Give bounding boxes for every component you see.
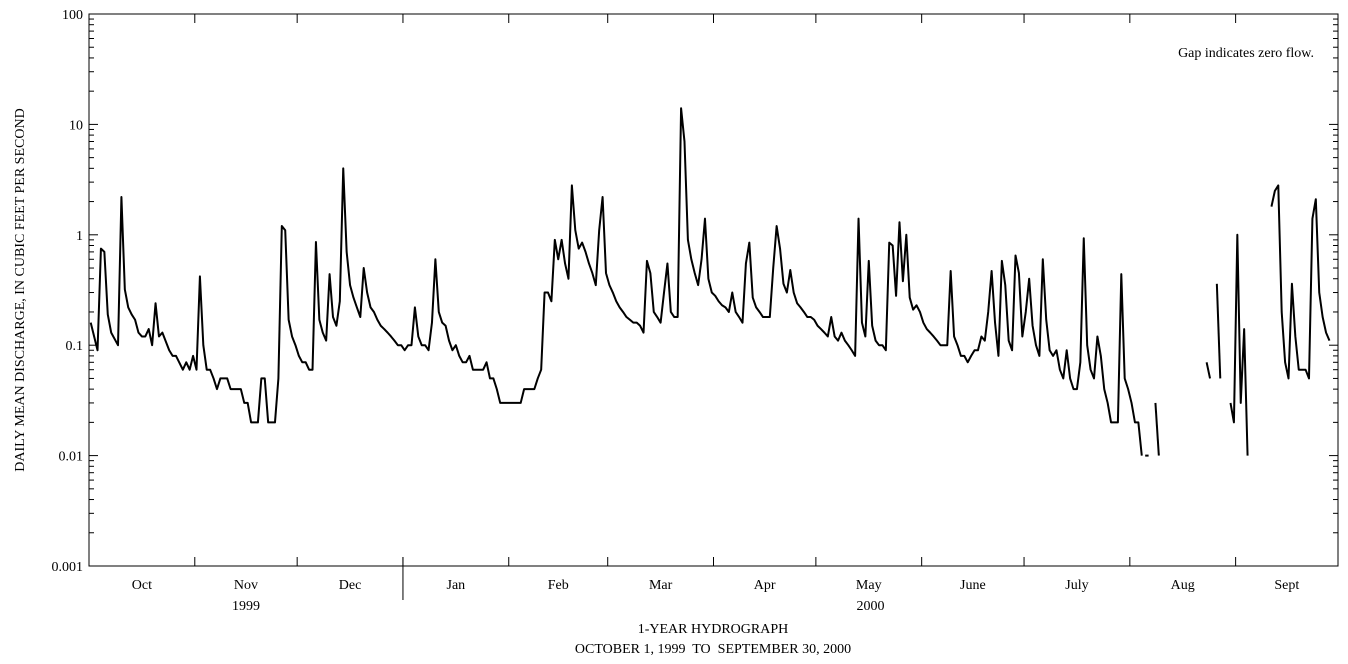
y-tick-label: 0.1: [66, 339, 84, 354]
x-month-label: July: [1065, 578, 1088, 593]
gap-annotation: Gap indicates zero flow.: [1178, 46, 1314, 61]
y-tick-label: 0.01: [59, 450, 84, 465]
discharge-line-segment: [89, 107, 1143, 456]
x-month-label: June: [960, 578, 986, 593]
plot-frame: [88, 13, 1339, 567]
y-tick-label: 0.001: [52, 560, 84, 575]
y-tick-label: 1: [76, 229, 83, 244]
y-tick-label: 100: [62, 8, 83, 23]
x-month-label: Aug: [1171, 578, 1195, 593]
axis-ticks: [89, 13, 1338, 600]
x-month-label: Mar: [649, 578, 673, 593]
discharge-line-segment: [1205, 362, 1212, 379]
x-month-label: Feb: [548, 578, 569, 593]
x-month-label: Nov: [234, 578, 258, 593]
chart-subtitle: OCTOBER 1, 1999 TO SEPTEMBER 30, 2000: [575, 642, 851, 657]
x-month-label: Oct: [132, 578, 152, 593]
discharge-series: [89, 107, 1331, 457]
y-tick-label: 10: [69, 118, 83, 133]
x-month-label: Dec: [339, 578, 362, 593]
x-year-label: 2000: [856, 599, 884, 614]
discharge-line-segment: [1215, 283, 1222, 379]
x-month-label: Sept: [1274, 578, 1299, 593]
chart-title: 1-YEAR HYDROGRAPH: [638, 622, 789, 637]
discharge-line-segment: [1270, 184, 1331, 380]
axis-labels: 0.001 0.01 0.1 1 10 100 Oct Nov Dec Jan Feb Mar Apr M…: [52, 8, 1300, 614]
x-month-label: Apr: [754, 578, 776, 593]
discharge-line-segment: [1229, 233, 1249, 456]
y-axis-label: DAILY MEAN DISCHARGE, IN CUBIC FEET PER …: [13, 108, 28, 471]
x-month-label: May: [856, 578, 882, 593]
x-year-label: 1999: [232, 599, 260, 614]
discharge-line-segment: [1154, 402, 1160, 456]
axes: [88, 13, 1339, 567]
x-month-label: Jan: [447, 578, 466, 593]
